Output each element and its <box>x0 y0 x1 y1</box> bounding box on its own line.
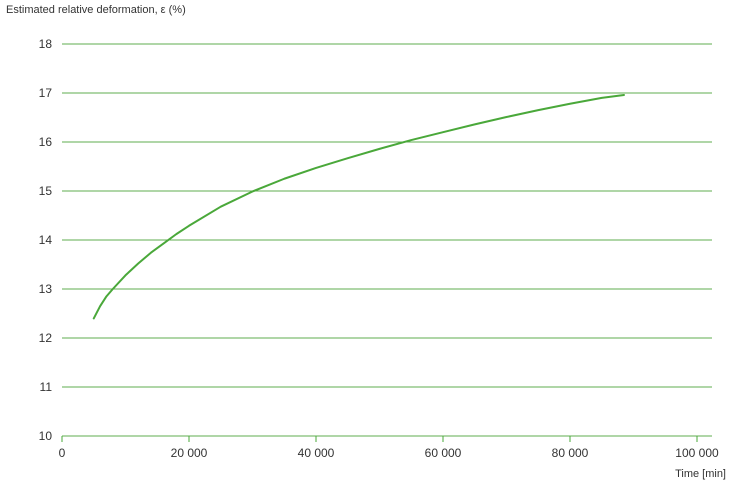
x-tick-labels: 0 20 000 40 000 60 000 80 000 100 000 <box>59 446 719 460</box>
y-axis-title: Estimated relative deformation, ε (%) <box>6 4 186 16</box>
y-tick-label: 18 <box>39 37 53 51</box>
grid-lines <box>62 43 712 437</box>
x-tick-label: 0 <box>59 446 66 460</box>
x-tick-label: 80 000 <box>552 446 589 460</box>
x-tick-label: 40 000 <box>298 446 335 460</box>
y-tick-label: 15 <box>39 184 53 198</box>
y-tick-label: 16 <box>39 135 53 149</box>
y-tick-label: 11 <box>40 380 53 394</box>
y-tick-label: 10 <box>39 429 53 443</box>
series-line <box>92 93 625 320</box>
y-tick-label: 17 <box>39 86 53 100</box>
x-tick-label: 100 000 <box>675 446 719 460</box>
y-tick-label: 13 <box>39 282 53 296</box>
x-tick-label: 60 000 <box>425 446 462 460</box>
x-axis <box>61 436 698 442</box>
x-axis-title: Time [min] <box>675 468 726 480</box>
y-tick-label: 12 <box>39 331 53 345</box>
y-tick-label: 14 <box>39 233 53 247</box>
y-tick-labels: 10 11 12 13 14 15 16 17 18 <box>39 37 53 443</box>
x-tick-label: 20 000 <box>171 446 208 460</box>
